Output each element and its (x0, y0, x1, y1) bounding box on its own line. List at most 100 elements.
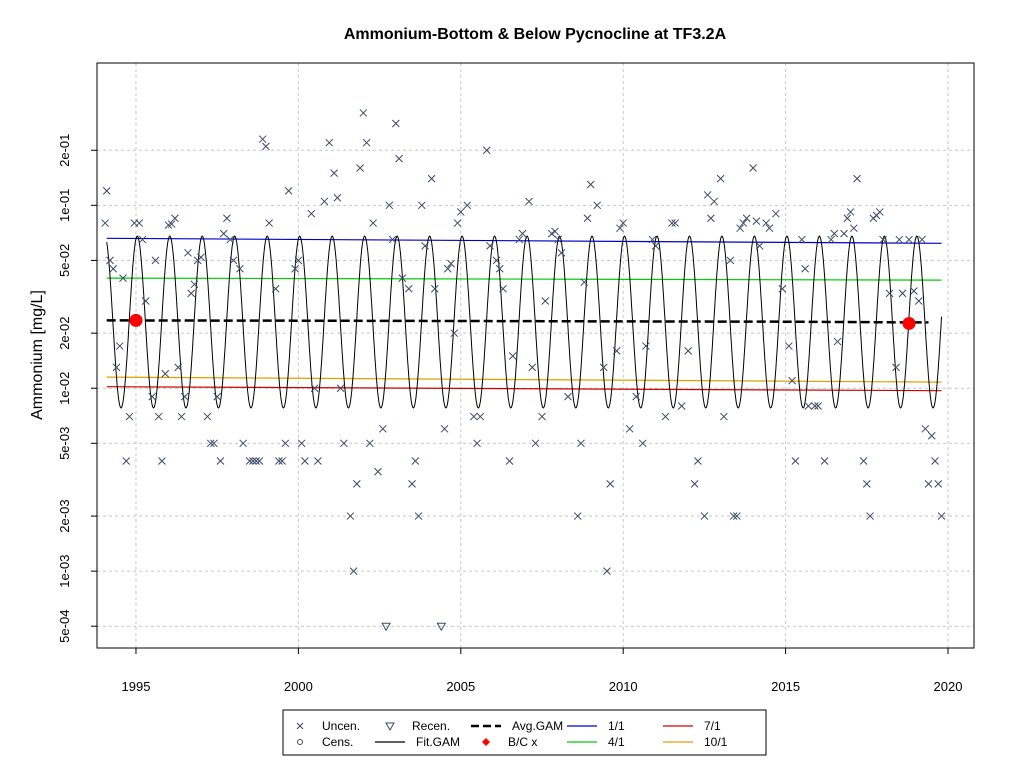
uncensored-point (866, 512, 874, 520)
uncensored-point (258, 135, 267, 144)
uncensored-point (684, 347, 693, 355)
uncensored-point (486, 242, 494, 250)
uncensored-point (619, 219, 628, 227)
uncensored-point (918, 235, 926, 244)
uncensored-point (275, 457, 283, 465)
uncensored-point (648, 235, 657, 244)
legend-item-avg: Avg.GAM (471, 719, 563, 733)
y-tick-label: 1e-01 (57, 189, 72, 222)
legend-label: B/C x (508, 735, 537, 749)
uncensored-point (830, 229, 839, 238)
uncensored-point (612, 347, 621, 355)
data-points (101, 109, 946, 632)
legend-label: Recen. (412, 719, 450, 733)
legend-item-bc: B/C x (482, 735, 537, 749)
uncensored-point (291, 264, 299, 273)
uncensored-point (810, 402, 819, 410)
uncensored-point (336, 384, 345, 393)
uncensored-point (554, 235, 563, 244)
uncensored-point (710, 197, 719, 206)
uncensored-point (668, 219, 676, 227)
uncensored-point (625, 424, 634, 433)
line-4-1 (106, 277, 942, 281)
uncensored-point (752, 217, 761, 225)
uncensored-point (921, 424, 930, 433)
uncensored-point (112, 363, 121, 372)
uncensored-point (314, 457, 322, 465)
uncensored-point (226, 235, 235, 244)
uncensored-point (203, 412, 212, 421)
legend-label: Avg.GAM (512, 719, 563, 733)
uncensored-point (255, 457, 264, 465)
uncensored-point (593, 201, 602, 210)
legend-symbol (297, 739, 303, 745)
uncensored-point (661, 412, 670, 421)
uncensored-point (297, 439, 306, 448)
uncensored-point (333, 193, 342, 202)
x-tick-label: 2000 (284, 679, 313, 694)
legend-item-jan: 1/1 (567, 719, 625, 733)
uncensored-point (408, 480, 416, 488)
uncensored-point (106, 256, 114, 265)
uncensored-point (840, 229, 848, 238)
uncensored-point (171, 214, 179, 223)
uncensored-point (586, 180, 595, 189)
uncensored-point (184, 248, 192, 257)
uncensored-point (729, 512, 738, 520)
uncensored-point (346, 512, 355, 520)
uncensored-point (447, 259, 455, 268)
uncensored-point (236, 264, 244, 273)
legend-symbol (482, 738, 490, 746)
y-tick-label: 1e-03 (57, 555, 72, 588)
uncensored-point (606, 480, 615, 488)
bc-point (129, 313, 143, 327)
uncensored-point (174, 363, 183, 372)
uncensored-point (843, 214, 852, 223)
uncensored-point (197, 253, 205, 262)
line-10-1 (106, 376, 942, 383)
legend-label: 1/1 (608, 719, 625, 733)
legend-item-cens: Cens. (297, 735, 353, 749)
uncensored-point (115, 342, 124, 350)
uncensored-point (892, 363, 900, 372)
uncensored-point (671, 219, 680, 227)
legend-label: Uncen. (322, 719, 360, 733)
legend-item-oct: 10/1 (663, 735, 728, 749)
uncensored-point (632, 392, 641, 401)
uncensored-point (453, 219, 462, 227)
uncensored-point (927, 431, 936, 440)
uncensored-point (443, 264, 452, 273)
uncensored-point (249, 457, 257, 465)
uncensored-point (778, 284, 787, 293)
legend-item-jul: 7/1 (663, 719, 721, 733)
uncensored-point (849, 224, 858, 233)
uncensored-point (531, 439, 540, 448)
uncensored-point (356, 164, 364, 172)
uncensored-point (216, 457, 225, 465)
uncensored-point (875, 208, 884, 216)
x-tick-label: 2010 (609, 679, 638, 694)
uncensored-point (749, 164, 757, 172)
uncensored-point (895, 235, 904, 244)
uncensored-point (762, 219, 770, 227)
uncensored-point (219, 229, 228, 238)
uncensored-point (538, 412, 546, 421)
uncensored-point (898, 289, 907, 298)
uncensored-point (551, 227, 559, 236)
uncensored-point (265, 219, 274, 227)
uncensored-point (853, 174, 861, 183)
uncensored-point (245, 457, 254, 465)
uncensored-point (924, 480, 933, 488)
series-lines (106, 235, 942, 409)
uncensored-point (213, 392, 222, 401)
x-tick-label: 2015 (771, 679, 800, 694)
uncensored-point (616, 224, 624, 233)
y-tick-label: 5e-03 (57, 427, 72, 460)
uncensored-point (252, 457, 261, 465)
uncensored-point (187, 289, 196, 298)
uncensored-point (833, 337, 842, 346)
uncensored-point (210, 439, 218, 448)
uncensored-point (577, 439, 585, 448)
uncensored-point (859, 457, 868, 465)
